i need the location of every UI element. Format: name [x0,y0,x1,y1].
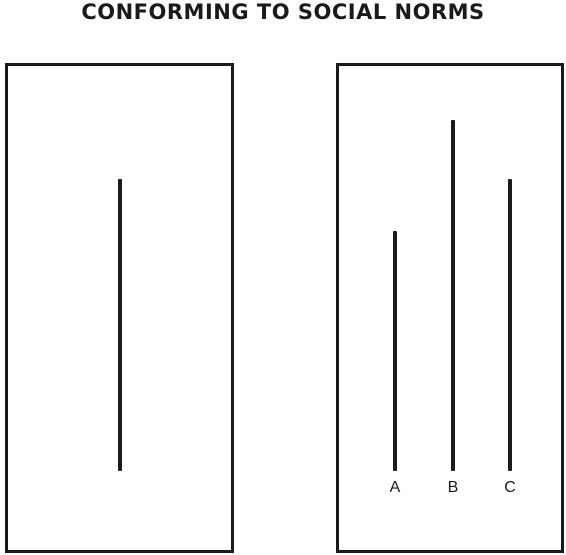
reference-line [118,179,122,471]
comparison-line-b [451,120,455,471]
label-c: C [500,480,520,496]
label-a: A [385,480,405,496]
comparison-line-c [508,179,512,471]
comparison-line-a [393,231,397,471]
diagram-title: CONFORMING TO SOCIAL NORMS [0,0,566,28]
label-b: B [443,480,463,496]
reference-card [5,63,234,553]
comparison-card: A B C [336,63,564,553]
